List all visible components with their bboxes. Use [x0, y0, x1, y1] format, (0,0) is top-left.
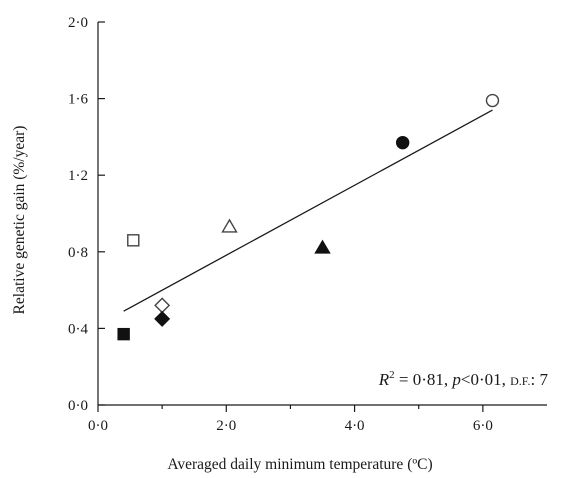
y-tick-label: 0·0: [68, 398, 88, 414]
y-tick-label: 0·8: [68, 245, 88, 261]
data-point-open-diamond: [154, 297, 171, 314]
y-tick-label: 0·4: [68, 321, 88, 337]
data-point-filled-circle: [395, 135, 410, 150]
df-label: D.F.: [510, 374, 530, 388]
data-point-filled-diamond: [154, 310, 171, 327]
data-point-open-square: [127, 234, 140, 247]
p-symbol: p: [451, 370, 461, 389]
y-tick-label: 1·6: [68, 92, 88, 108]
plot-area: 0·0 0·4 0·8 1·2 1·6 2·0 0·0 2·0 4·0 6·0: [68, 15, 547, 434]
df-value: : 7: [531, 370, 549, 389]
data-point-open-circle: [485, 93, 500, 108]
r-value: = 0·81,: [395, 370, 453, 389]
x-tick-label: 4·0: [345, 418, 365, 434]
fit-statistics-annotation: R2 = 0·81, p<0·01, D.F.: 7: [378, 369, 549, 389]
y-ticks: 0·0 0·4 0·8 1·2 1·6 2·0: [68, 15, 105, 414]
r-symbol: R: [378, 370, 390, 389]
y-tick-label: 2·0: [68, 15, 88, 31]
y-axis-title: Relative genetic gain (%/year): [11, 126, 28, 315]
data-points: [117, 93, 500, 341]
data-point-open-triangle: [221, 218, 238, 233]
x-tick-label: 6·0: [473, 418, 493, 434]
x-tick-label: 0·0: [88, 418, 108, 434]
x-ticks: 0·0 2·0 4·0 6·0: [88, 405, 493, 434]
p-value: <0·01,: [461, 370, 510, 389]
x-tick-label: 2·0: [216, 418, 236, 434]
data-point-filled-square: [117, 327, 130, 341]
y-tick-label: 1·2: [68, 168, 88, 184]
x-axis-title: Averaged daily minimum temperature (ºC): [167, 456, 432, 473]
data-point-filled-triangle: [314, 239, 331, 254]
r-exponent: 2: [389, 369, 395, 381]
regression-line: [123, 109, 493, 312]
